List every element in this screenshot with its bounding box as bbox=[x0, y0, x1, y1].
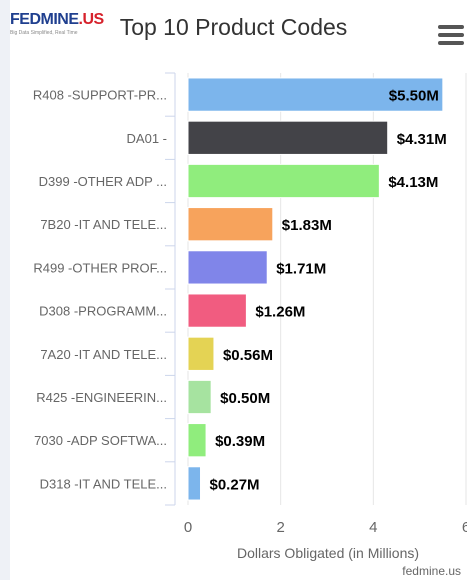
menu-line-icon bbox=[438, 41, 464, 45]
menu-line-icon bbox=[438, 33, 464, 37]
category-label: 7B20 -IT AND TELE... bbox=[40, 217, 167, 232]
bar bbox=[187, 163, 380, 199]
data-label: $0.39M bbox=[215, 433, 265, 450]
category-label: 7A20 -IT AND TELE... bbox=[40, 347, 167, 362]
chart-title: Top 10 Product Codes bbox=[119, 14, 348, 40]
bar bbox=[187, 379, 212, 415]
bar bbox=[187, 250, 268, 285]
data-label: $1.83M bbox=[282, 217, 332, 234]
left-edge-strip bbox=[0, 0, 10, 580]
bar bbox=[187, 207, 274, 242]
logo-text-accent: .US bbox=[78, 11, 105, 28]
menu-line-icon bbox=[438, 25, 464, 29]
chart-credit[interactable]: fedmine.us bbox=[402, 564, 461, 578]
bar bbox=[187, 336, 215, 371]
data-label: $0.50M bbox=[220, 390, 270, 407]
x-tick-label: 2 bbox=[276, 519, 284, 536]
x-axis-title: Dollars Obligated (in Millions) bbox=[237, 545, 419, 561]
data-label: $5.50M bbox=[389, 88, 439, 105]
category-label: D318 -IT AND TELE... bbox=[40, 476, 167, 491]
data-label: $1.26M bbox=[255, 304, 305, 321]
category-label: R499 -OTHER PROF... bbox=[33, 260, 167, 275]
category-label: R425 -ENGINEERIN... bbox=[36, 390, 167, 405]
logo-tagline: Big Data Simplified, Real Time bbox=[10, 30, 78, 36]
x-tick-label: 6 bbox=[462, 519, 467, 536]
bar bbox=[187, 423, 207, 458]
category-label: 7030 -ADP SOFTWA... bbox=[34, 433, 167, 448]
logo-text-main: FEDMINE bbox=[10, 11, 79, 28]
bar bbox=[187, 77, 444, 112]
hamburger-menu-icon[interactable] bbox=[438, 25, 464, 47]
x-tick-label: 4 bbox=[369, 519, 377, 536]
x-tick-label: 0 bbox=[184, 519, 192, 536]
logo-wordmark: FEDMINE.US bbox=[10, 12, 130, 28]
fedmine-logo: FEDMINE.US Big Data Simplified, Real Tim… bbox=[10, 12, 130, 42]
category-label: D308 -PROGRAMM... bbox=[39, 304, 167, 319]
bar bbox=[187, 466, 202, 501]
category-label: DA01 - bbox=[127, 131, 167, 146]
category-label: R408 -SUPPORT-PR... bbox=[33, 88, 167, 103]
bar bbox=[187, 293, 247, 328]
data-label: $4.31M bbox=[397, 131, 447, 148]
data-label: $0.56M bbox=[223, 347, 273, 364]
bar bbox=[187, 120, 389, 155]
data-label: $4.13M bbox=[388, 174, 438, 191]
data-label: $0.27M bbox=[210, 476, 260, 493]
data-label: $1.71M bbox=[276, 260, 326, 277]
category-label: D399 -OTHER ADP ... bbox=[39, 174, 167, 189]
